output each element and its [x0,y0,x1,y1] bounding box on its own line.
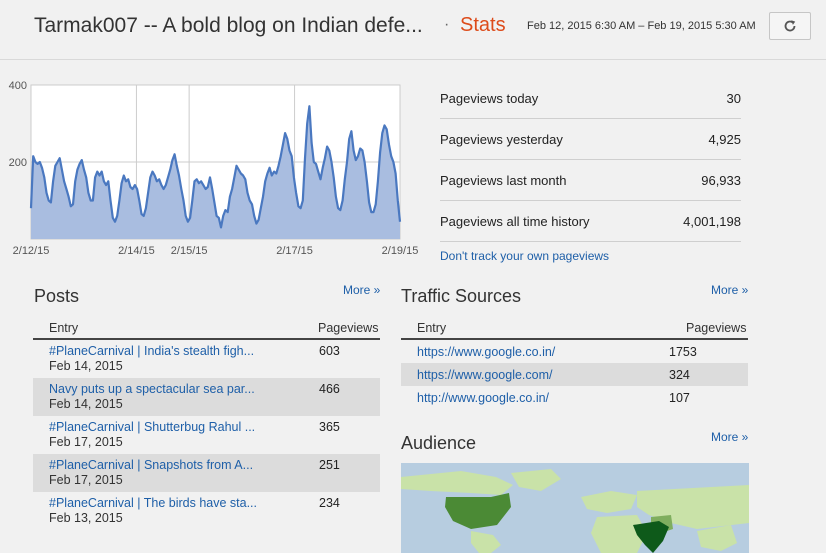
date-range: Feb 12, 2015 6:30 AM – Feb 19, 2015 5:30… [527,20,756,32]
post-date: Feb 14, 2015 [49,397,123,411]
map-southeast-asia [697,525,737,551]
traffic-col-entry: Entry [417,321,447,335]
stats-label: Stats [460,14,506,36]
post-date: Feb 14, 2015 [49,359,123,373]
map-canada [401,471,513,495]
title-separator: · [444,16,450,33]
audience-world-map[interactable] [401,463,749,553]
chart-x-tick-label: 2/14/15 [118,245,155,257]
posts-table-header: Entry Pageviews [33,318,380,340]
table-row: https://www.google.com/ 324 [401,363,748,386]
traffic-source-link[interactable]: https://www.google.co.in/ [417,344,556,359]
refresh-button[interactable] [769,12,811,40]
traffic-source-pageviews: 107 [669,390,690,405]
traffic-source-pageviews: 324 [669,367,690,382]
blog-title[interactable]: Tarmak007 -- A bold blog on Indian defe.… [34,14,423,37]
map-mexico [471,531,501,553]
posts-table: Entry Pageviews #PlaneCarnival | India's… [33,318,380,530]
post-date: Feb 17, 2015 [49,435,123,449]
traffic-more-link[interactable]: More » [711,283,749,297]
map-greenland [511,469,561,491]
map-europe [581,491,637,513]
post-pageviews: 603 [319,344,340,358]
map-usa [445,493,511,529]
pageviews-all-time-row: Pageviews all time history 4,001,198 [440,201,741,242]
table-row: #PlaneCarnival | India's stealth figh...… [33,340,380,378]
post-link[interactable]: #PlaneCarnival | India's stealth figh... [49,344,255,358]
traffic-source-pageviews: 1753 [669,344,697,359]
chart-series-line [29,105,402,229]
traffic-col-pageviews: Pageviews [686,321,747,335]
audience-more-link[interactable]: More » [711,430,749,444]
chart-area-fill [31,106,400,239]
chart-x-tick-label: 2/19/15 [382,245,419,257]
posts-col-entry: Entry [49,321,79,335]
chart-x-tick-label: 2/15/15 [171,245,208,257]
dont-track-link[interactable]: Don't track your own pageviews [440,249,610,263]
posts-more-link[interactable]: More » [343,283,381,297]
pageviews-yesterday-label: Pageviews yesterday [440,131,563,147]
pageviews-all-time-label: Pageviews all time history [440,213,590,229]
pageviews-today-label: Pageviews today [440,90,539,106]
traffic-source-link[interactable]: https://www.google.com/ [417,367,553,382]
chart-x-tick-label: 2/17/15 [276,245,313,257]
map-india [633,521,669,553]
traffic-source-link[interactable]: http://www.google.co.in/ [417,390,550,405]
post-date: Feb 13, 2015 [49,511,123,525]
table-row: #PlaneCarnival | Snapshots from A... Feb … [33,454,380,492]
traffic-table-header: Entry Pageviews [401,318,748,340]
posts-col-pageviews: Pageviews [318,321,379,335]
pageviews-chart: 200 400 2/12/15 2/14/15 2/15/15 2/17/15 2/19/1… [9,80,419,257]
traffic-table: Entry Pageviews https://www.google.co.in… [401,318,748,409]
chart-y-tick-label: 200 [9,157,27,169]
pageviews-summary: Pageviews today 30 Pageviews yesterday 4… [440,78,741,242]
pageviews-yesterday-row: Pageviews yesterday 4,925 [440,119,741,160]
stats-header: Tarmak007 -- A bold blog on Indian defe.… [0,0,826,60]
pageviews-yesterday-value: 4,925 [708,131,741,147]
post-pageviews: 251 [319,458,340,472]
pageviews-today-value: 30 [726,90,741,106]
refresh-icon [784,20,796,32]
pageviews-last-month-value: 96,933 [701,172,741,188]
pageviews-last-month-row: Pageviews last month 96,933 [440,160,741,201]
post-link[interactable]: #PlaneCarnival | Shutterbug Rahul ... [49,420,256,434]
table-row: #PlaneCarnival | Shutterbug Rahul ... Feb… [33,416,380,454]
post-date: Feb 17, 2015 [49,473,123,487]
pageviews-last-month-label: Pageviews last month [440,172,567,188]
traffic-sources-title: Traffic Sources [401,286,522,306]
post-pageviews: 365 [319,420,340,434]
post-link[interactable]: Navy puts up a spectacular sea par... [49,382,255,396]
pageviews-today-row: Pageviews today 30 [440,78,741,119]
audience-title: Audience [401,433,477,453]
chart-y-tick-label: 400 [9,80,27,92]
table-row: Navy puts up a spectacular sea par... Feb… [33,378,380,416]
post-pageviews: 466 [319,382,340,396]
post-link[interactable]: #PlaneCarnival | Snapshots from A... [49,458,254,472]
post-pageviews: 234 [319,496,340,510]
table-row: https://www.google.co.in/ 1753 [401,340,748,363]
post-link[interactable]: #PlaneCarnival | The birds have sta... [49,496,257,510]
table-row: #PlaneCarnival | The birds have sta... Fe… [33,492,380,530]
chart-x-tick-label: 2/12/15 [13,245,50,257]
map-africa [591,515,647,553]
pageviews-all-time-value: 4,001,198 [683,213,741,229]
posts-title: Posts [34,286,80,306]
table-row: http://www.google.co.in/ 107 [401,386,748,409]
